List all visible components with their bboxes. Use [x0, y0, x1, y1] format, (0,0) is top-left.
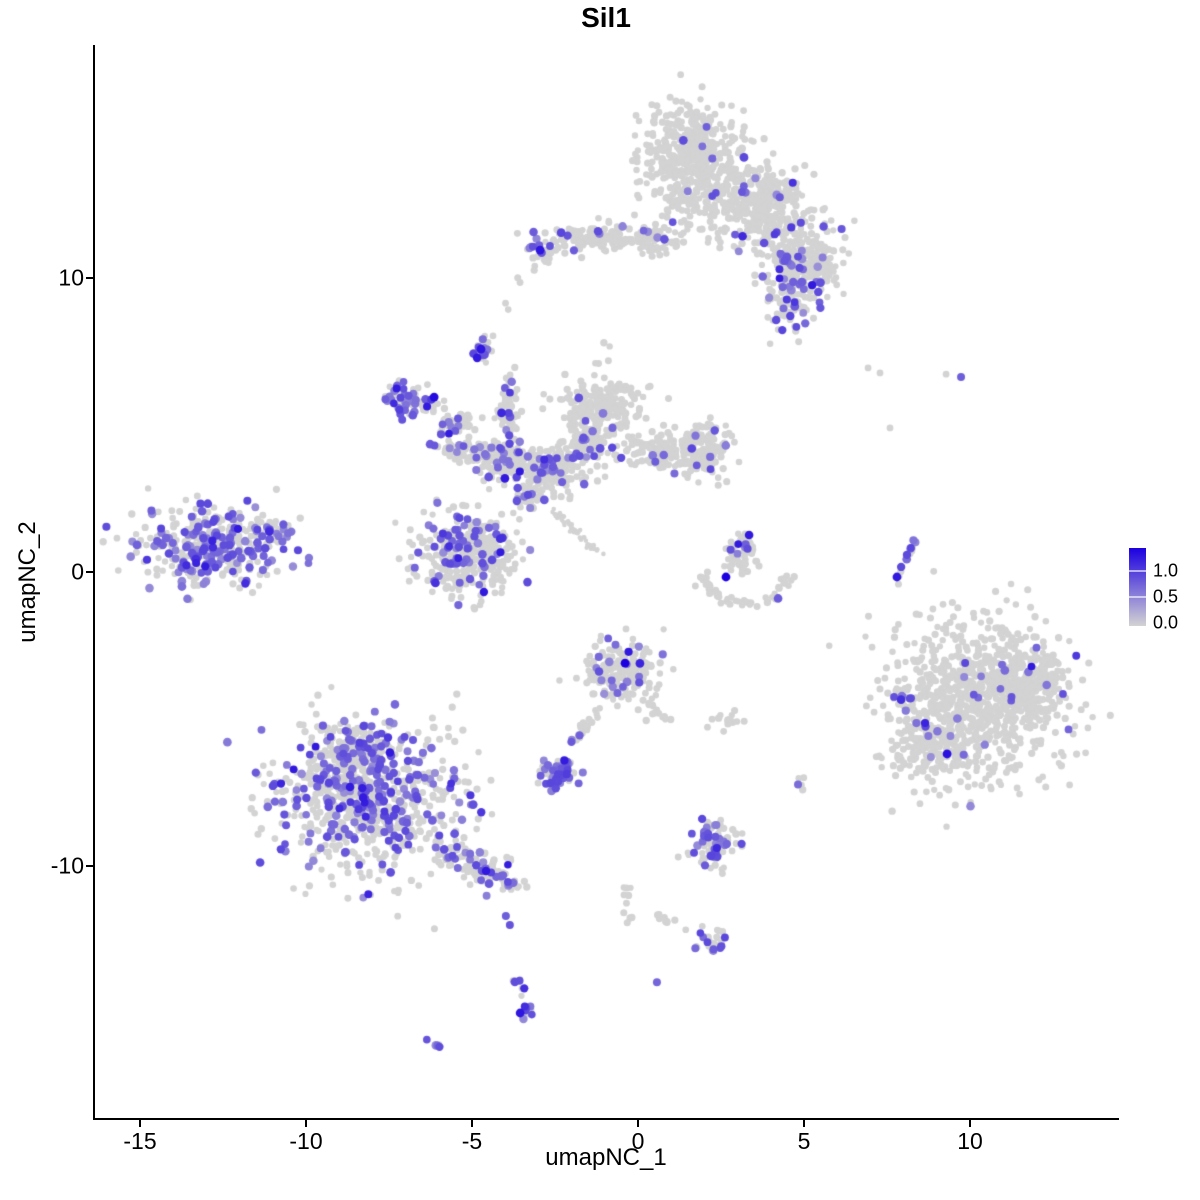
- x-tick-mark: [969, 1120, 971, 1127]
- plot-title: Sil1: [581, 2, 631, 33]
- x-tick-label: 10: [957, 1128, 983, 1154]
- x-tick-mark: [471, 1120, 473, 1127]
- y-axis-line: [93, 45, 95, 1120]
- x-tick-label: -10: [289, 1128, 323, 1154]
- x-tick-mark: [803, 1120, 805, 1127]
- x-tick-label: -5: [461, 1128, 483, 1154]
- y-tick-label: 10: [58, 264, 84, 291]
- legend-colorbar: [1129, 548, 1146, 626]
- legend-label-mid: 0.5: [1153, 586, 1179, 607]
- x-tick-label: -15: [123, 1128, 157, 1154]
- legend-tick-1.0: [1129, 570, 1146, 572]
- y-tick-mark: [86, 865, 93, 867]
- x-axis-line: [93, 1118, 1119, 1120]
- y-tick-mark: [86, 571, 93, 573]
- legend-tick-0.5: [1129, 596, 1146, 598]
- y-tick-mark: [86, 277, 93, 279]
- x-tick-mark: [139, 1120, 141, 1127]
- x-axis-title: umapNC_1: [545, 1144, 667, 1171]
- legend-label-high: 1.0: [1153, 560, 1179, 581]
- x-tick-label: 5: [797, 1128, 811, 1154]
- y-tick-label: 0: [71, 558, 84, 585]
- legend-label-low: 0.0: [1153, 612, 1179, 633]
- x-tick-label: 0: [631, 1128, 645, 1154]
- y-axis-title: umapNC_2: [14, 521, 41, 643]
- y-tick-label: -10: [50, 852, 84, 879]
- x-tick-mark: [305, 1120, 307, 1127]
- x-tick-mark: [637, 1120, 639, 1127]
